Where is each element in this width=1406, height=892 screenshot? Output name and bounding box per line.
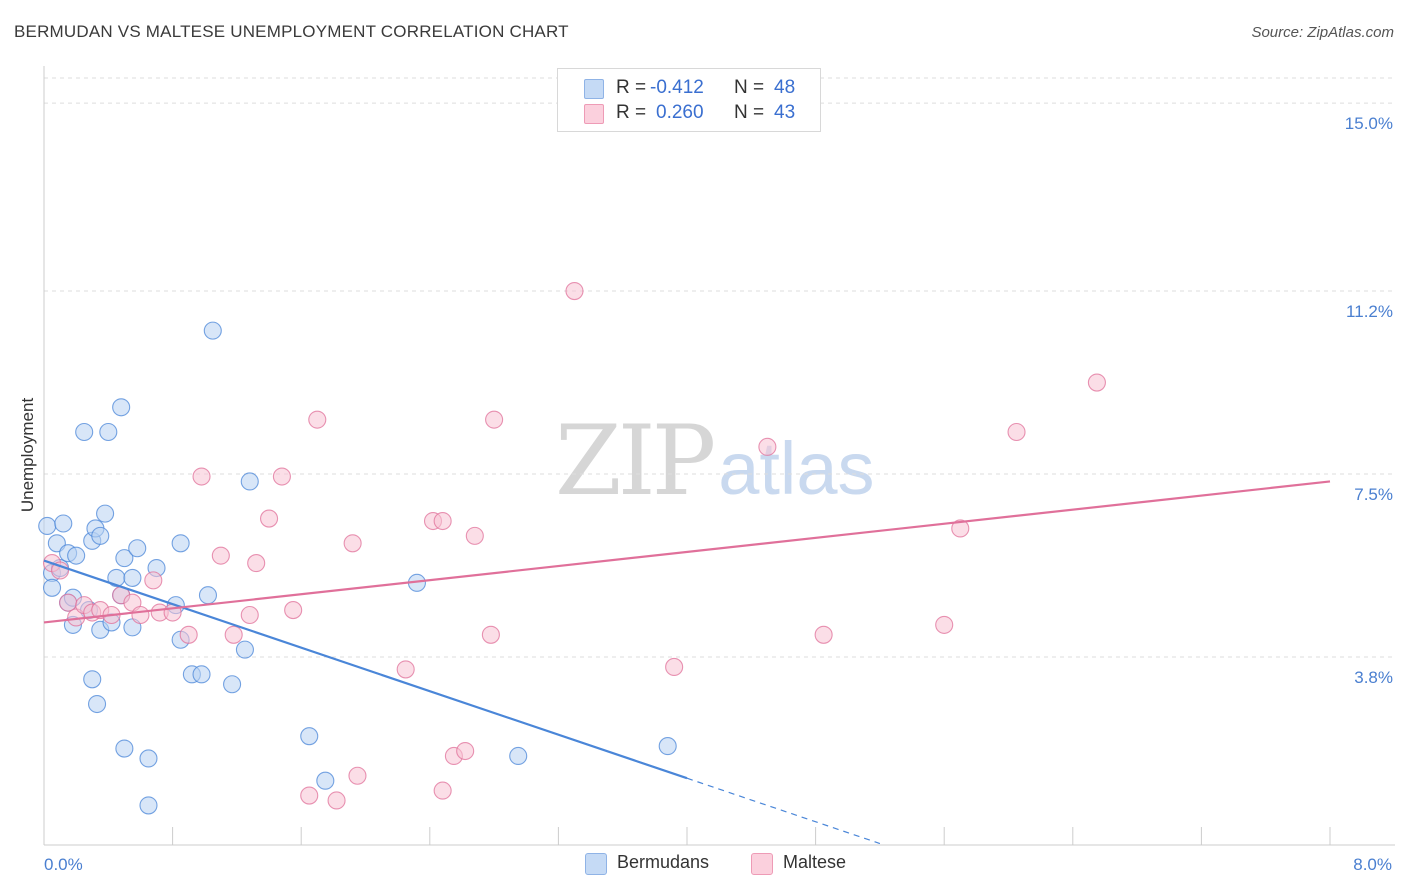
trendline-maltese bbox=[43, 480, 1331, 624]
point-maltese bbox=[211, 546, 230, 565]
point-maltese bbox=[240, 605, 259, 625]
x-tick-label: 0.0% bbox=[44, 855, 83, 874]
point-bermudans bbox=[128, 539, 147, 558]
point-bermudans bbox=[203, 321, 222, 340]
watermark-zip: ZIP bbox=[555, 405, 716, 517]
trendline-bermudans bbox=[43, 559, 688, 780]
point-bermudans bbox=[235, 640, 254, 659]
point-maltese bbox=[51, 561, 70, 580]
y-tick-label: 11.2% bbox=[1346, 302, 1393, 321]
legend-swatch-maltese bbox=[751, 853, 773, 875]
x-tick-label: 8.0% bbox=[1353, 855, 1392, 874]
source-label: Source: ZipAtlas.com bbox=[1251, 24, 1394, 41]
y-tick-label: 3.8% bbox=[1354, 668, 1393, 687]
legend-label-bermudans: Bermudans bbox=[617, 852, 710, 872]
point-bermudans bbox=[91, 526, 110, 545]
point-maltese bbox=[758, 437, 777, 456]
chart-title: BERMUDAN VS MALTESE UNEMPLOYMENT CORRELA… bbox=[14, 22, 569, 41]
point-maltese bbox=[131, 605, 150, 625]
point-maltese bbox=[327, 791, 346, 810]
point-maltese bbox=[565, 281, 584, 301]
point-bermudans bbox=[112, 398, 131, 417]
point-bermudans bbox=[509, 746, 528, 766]
point-bermudans bbox=[67, 546, 86, 565]
point-bermudans bbox=[240, 472, 259, 491]
trendline-extension-bermudans bbox=[686, 777, 881, 845]
point-maltese bbox=[396, 660, 415, 679]
point-bermudans bbox=[316, 771, 335, 790]
legend-swatch-bermudans bbox=[585, 853, 607, 875]
point-bermudans bbox=[139, 749, 158, 768]
point-bermudans bbox=[87, 694, 107, 714]
point-bermudans bbox=[83, 670, 102, 689]
point-bermudans bbox=[198, 586, 218, 605]
point-bermudans bbox=[192, 665, 211, 684]
point-bermudans bbox=[123, 568, 142, 587]
watermark-atlas: atlas bbox=[718, 427, 875, 510]
point-bermudans bbox=[75, 422, 94, 442]
y-tick-label: 15.0% bbox=[1345, 114, 1393, 133]
legend-n-value: 43 bbox=[774, 102, 796, 123]
point-maltese bbox=[59, 593, 78, 612]
legend-label-maltese: Maltese bbox=[783, 852, 847, 872]
point-maltese bbox=[456, 741, 475, 761]
point-maltese bbox=[665, 657, 684, 676]
point-maltese bbox=[284, 601, 303, 620]
y-tick-label: 7.5% bbox=[1354, 485, 1393, 504]
watermark: ZIPatlas bbox=[555, 405, 875, 517]
point-maltese bbox=[259, 509, 279, 528]
point-maltese bbox=[343, 534, 362, 553]
point-bermudans bbox=[223, 675, 242, 694]
point-maltese bbox=[272, 467, 291, 486]
point-maltese bbox=[300, 786, 319, 805]
point-bermudans bbox=[300, 727, 319, 746]
point-maltese bbox=[247, 554, 266, 573]
point-maltese bbox=[951, 519, 970, 538]
point-bermudans bbox=[38, 516, 57, 536]
point-maltese bbox=[1087, 373, 1106, 392]
point-bermudans bbox=[54, 514, 73, 533]
point-maltese bbox=[433, 511, 452, 531]
point-bermudans bbox=[115, 739, 134, 758]
point-bermudans bbox=[139, 796, 158, 815]
legend-swatch-bermudans bbox=[584, 79, 604, 99]
legend-r-label: R = bbox=[616, 77, 647, 98]
point-maltese bbox=[192, 467, 211, 486]
legend-r-value: -0.412 bbox=[650, 77, 704, 98]
point-maltese bbox=[814, 625, 833, 644]
point-bermudans bbox=[115, 549, 134, 568]
point-maltese bbox=[935, 615, 954, 634]
point-maltese bbox=[1007, 422, 1026, 442]
correlation-legend: R = -0.412 N = 48 R = 0.260 N = 43 bbox=[557, 68, 821, 132]
point-maltese bbox=[224, 625, 243, 644]
legend-swatch-maltese bbox=[584, 104, 604, 124]
legend-r-value: 0.260 bbox=[656, 102, 704, 123]
point-maltese bbox=[465, 526, 484, 545]
point-maltese bbox=[481, 625, 500, 644]
point-maltese bbox=[485, 410, 504, 429]
point-maltese bbox=[433, 781, 452, 800]
legend-r-label: R = bbox=[616, 102, 647, 123]
legend-n-label: N = bbox=[734, 77, 765, 98]
point-bermudans bbox=[658, 737, 677, 756]
point-maltese bbox=[179, 625, 198, 644]
point-bermudans bbox=[171, 534, 190, 553]
point-maltese bbox=[144, 571, 163, 590]
point-maltese bbox=[308, 410, 327, 429]
point-bermudans bbox=[96, 504, 115, 523]
legend-n-value: 48 bbox=[774, 77, 796, 98]
legend-n-label: N = bbox=[734, 102, 765, 123]
point-bermudans bbox=[99, 422, 118, 442]
point-maltese bbox=[348, 766, 367, 785]
point-bermudans bbox=[42, 578, 62, 597]
